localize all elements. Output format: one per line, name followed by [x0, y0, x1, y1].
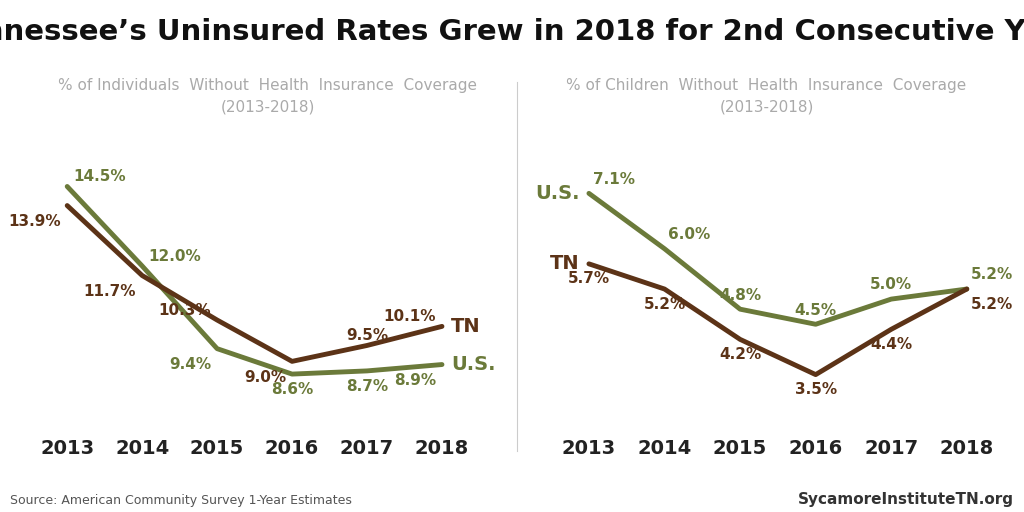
Text: 10.3%: 10.3% [159, 303, 211, 318]
Text: 7.1%: 7.1% [593, 172, 635, 187]
Text: 9.0%: 9.0% [244, 370, 286, 385]
Text: 13.9%: 13.9% [8, 214, 61, 229]
Text: 5.2%: 5.2% [643, 296, 686, 312]
Title: % of Individuals  Without  Health  Insurance  Coverage
(2013-2018): % of Individuals Without Health Insuranc… [58, 78, 477, 115]
Text: 11.7%: 11.7% [84, 284, 136, 299]
Text: 8.9%: 8.9% [394, 373, 436, 388]
Text: 10.1%: 10.1% [383, 309, 436, 324]
Text: 14.5%: 14.5% [73, 169, 126, 184]
Text: 9.4%: 9.4% [169, 357, 211, 372]
Text: 4.4%: 4.4% [870, 337, 912, 352]
Text: 4.2%: 4.2% [719, 347, 761, 362]
Text: 4.8%: 4.8% [719, 288, 761, 303]
Text: 6.0%: 6.0% [669, 227, 711, 242]
Text: Source: American Community Survey 1-Year Estimates: Source: American Community Survey 1-Year… [10, 494, 352, 507]
Text: 5.2%: 5.2% [971, 267, 1013, 283]
Title: % of Children  Without  Health  Insurance  Coverage
(2013-2018): % of Children Without Health Insurance C… [566, 78, 967, 115]
Text: U.S.: U.S. [451, 355, 496, 374]
Text: 9.5%: 9.5% [346, 328, 388, 344]
Text: Tennessee’s Uninsured Rates Grew in 2018 for 2nd Consecutive Year: Tennessee’s Uninsured Rates Grew in 2018… [0, 18, 1024, 46]
Text: 12.0%: 12.0% [148, 249, 201, 264]
Text: 5.7%: 5.7% [568, 271, 610, 286]
Text: 8.6%: 8.6% [271, 382, 313, 397]
Text: SycamoreInstituteTN.org: SycamoreInstituteTN.org [798, 492, 1014, 507]
Text: U.S.: U.S. [536, 184, 580, 203]
Text: 4.5%: 4.5% [795, 303, 837, 317]
Text: 8.7%: 8.7% [346, 379, 388, 394]
Text: TN: TN [550, 254, 580, 273]
Text: 3.5%: 3.5% [795, 382, 837, 397]
Text: 5.2%: 5.2% [971, 296, 1013, 312]
Text: 5.0%: 5.0% [870, 278, 912, 292]
Text: TN: TN [451, 317, 480, 336]
